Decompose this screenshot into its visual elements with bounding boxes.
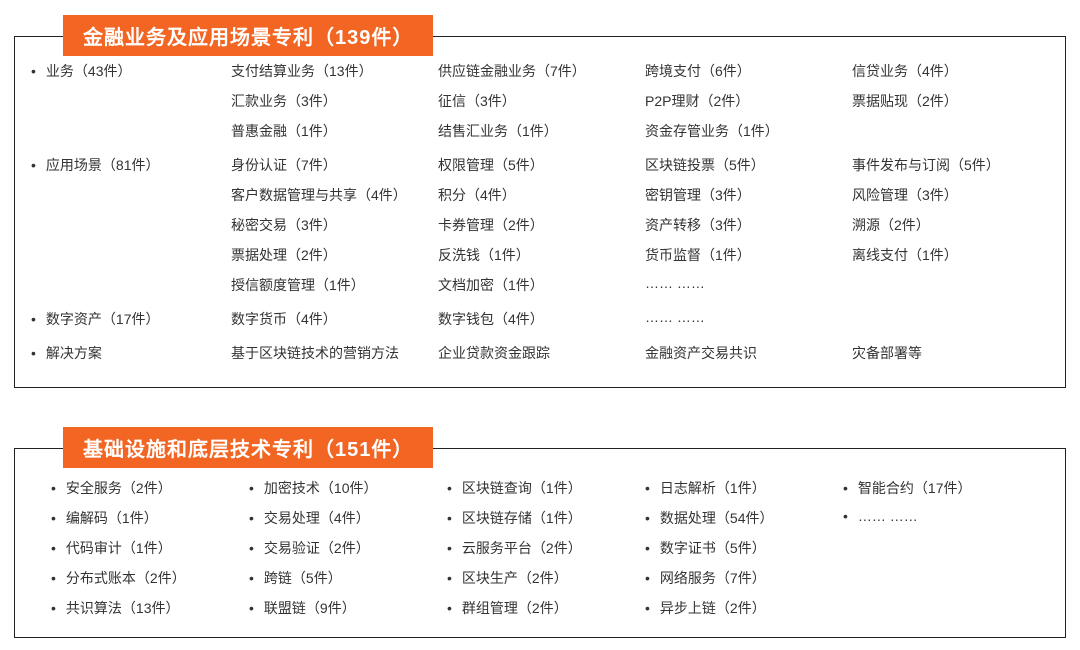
section-row: 解决方案基于区块链技术的营销方法企业贷款资金跟踪金融资产交易共识灾备部署等: [31, 343, 1049, 363]
list-item: …… ……: [843, 503, 1029, 529]
panel-financial-title: 金融业务及应用场景专利（139件）: [63, 15, 433, 56]
panel-financial-body: 业务（43件）支付结算业务（13件） 供应链金融业务（7件） 跨境支付（6件） 信贷业…: [31, 55, 1049, 363]
list-item: 卡券管理（2件）: [438, 215, 635, 235]
list-item: 安全服务（2件）: [51, 473, 237, 503]
section-items: 基于区块链技术的营销方法企业贷款资金跟踪金融资产交易共识灾备部署等: [231, 343, 1049, 363]
section-items: 支付结算业务（13件） 供应链金融业务（7件） 跨境支付（6件） 信贷业务（4件） 汇款…: [231, 61, 1049, 141]
list-item: 联盟链（9件）: [249, 593, 435, 623]
list-item: 事件发布与订阅（5件）: [852, 155, 1049, 175]
section-items: 数字货币（4件） 数字钱包（4件） …… ……: [231, 309, 1049, 329]
list-item: 分布式账本（2件）: [51, 563, 237, 593]
list-item: 日志解析（1件）: [645, 473, 831, 503]
list-item: 风险管理（3件）: [852, 185, 1049, 205]
list-item: 群组管理（2件）: [447, 593, 633, 623]
section-label: 业务（43件）: [31, 61, 231, 81]
list-item: 文档加密（1件）: [438, 275, 635, 295]
list-item: 密钥管理（3件）: [645, 185, 842, 205]
panel-financial: 金融业务及应用场景专利（139件） 业务（43件）支付结算业务（13件）供应链金…: [14, 36, 1066, 388]
list-item: 加密技术（10件）: [249, 473, 435, 503]
list-item: 供应链金融业务（7件）: [438, 61, 635, 81]
list-item: 异步上链（2件）: [645, 593, 831, 623]
list-item: 客户数据管理与共享（4件）: [231, 185, 428, 205]
column: 智能合约（17件）…… ……: [843, 473, 1029, 623]
list-item: 结售汇业务（1件）: [438, 121, 635, 141]
list-item: 数字证书（5件）: [645, 533, 831, 563]
list-item: 金融资产交易共识: [645, 343, 842, 363]
list-item: 共识算法（13件）: [51, 593, 237, 623]
list-item: 企业贷款资金跟踪: [438, 343, 635, 363]
section-label: 数字资产（17件）: [31, 309, 231, 329]
section-row: 数字资产（17件）数字货币（4件） 数字钱包（4件） …… ……: [31, 309, 1049, 329]
list-item: 跨境支付（6件）: [645, 61, 842, 81]
section-items: 身份认证（7件） 权限管理（5件） 区块链投票（5件） 事件发布与订阅（5件） 客户数据…: [231, 155, 1049, 295]
list-item: 跨链（5件）: [249, 563, 435, 593]
list-item: 资金存管业务（1件）: [645, 121, 842, 141]
list-item: 积分（4件）: [438, 185, 635, 205]
list-item: 溯源（2件）: [852, 215, 1049, 235]
list-item: 区块链存储（1件）: [447, 503, 633, 533]
section-label: 解决方案: [31, 343, 231, 363]
column: 安全服务（2件）编解码（1件）代码审计（1件）分布式账本（2件）共识算法（13件…: [51, 473, 237, 623]
column: 区块链查询（1件）区块链存储（1件）云服务平台（2件）区块生产（2件）群组管理（…: [447, 473, 633, 623]
list-item: …… ……: [645, 275, 842, 295]
panel-infra-title: 基础设施和底层技术专利（151件）: [63, 427, 433, 468]
list-item: 反洗钱（1件）: [438, 245, 635, 265]
list-item: 基于区块链技术的营销方法: [231, 343, 428, 363]
list-item: 区块生产（2件）: [447, 563, 633, 593]
list-item: 资产转移（3件）: [645, 215, 842, 235]
list-item: 普惠金融（1件）: [231, 121, 428, 141]
list-item: 离线支付（1件）: [852, 245, 1049, 265]
list-item: 票据贴现（2件）: [852, 91, 1049, 111]
panel-infra-body: 安全服务（2件）编解码（1件）代码审计（1件）分布式账本（2件）共识算法（13件…: [31, 467, 1049, 627]
list-item: 灾备部署等: [852, 343, 1049, 363]
list-item: P2P理财（2件）: [645, 91, 842, 111]
section-label: 应用场景（81件）: [31, 155, 231, 175]
list-item: 货币监督（1件）: [645, 245, 842, 265]
section-row: 应用场景（81件）身份认证（7件） 权限管理（5件） 区块链投票（5件） 事件发布与订…: [31, 155, 1049, 295]
list-item: …… ……: [645, 309, 842, 329]
list-item: 信贷业务（4件）: [852, 61, 1049, 81]
list-item: 云服务平台（2件）: [447, 533, 633, 563]
list-item: 权限管理（5件）: [438, 155, 635, 175]
list-item: 交易验证（2件）: [249, 533, 435, 563]
list-item: 征信（3件）: [438, 91, 635, 111]
list-item: 区块链查询（1件）: [447, 473, 633, 503]
section-row: 业务（43件）支付结算业务（13件） 供应链金融业务（7件） 跨境支付（6件） 信贷业…: [31, 61, 1049, 141]
panel-infra: 基础设施和底层技术专利（151件） 安全服务（2件）编解码（1件）代码审计（1件…: [14, 448, 1066, 638]
list-item: 数字货币（4件）: [231, 309, 428, 329]
list-item: 票据处理（2件）: [231, 245, 428, 265]
list-item: 数字钱包（4件）: [438, 309, 635, 329]
list-item: 网络服务（7件）: [645, 563, 831, 593]
list-item: 支付结算业务（13件）: [231, 61, 428, 81]
list-item: 代码审计（1件）: [51, 533, 237, 563]
column: 加密技术（10件）交易处理（4件）交易验证（2件）跨链（5件）联盟链（9件）: [249, 473, 435, 623]
list-item: 编解码（1件）: [51, 503, 237, 533]
column: 日志解析（1件）数据处理（54件）数字证书（5件）网络服务（7件）异步上链（2件…: [645, 473, 831, 623]
list-item: 授信额度管理（1件）: [231, 275, 428, 295]
list-item: 秘密交易（3件）: [231, 215, 428, 235]
list-item: 智能合约（17件）: [843, 473, 1029, 503]
list-item: 区块链投票（5件）: [645, 155, 842, 175]
list-item: 身份认证（7件）: [231, 155, 428, 175]
list-item: 汇款业务（3件）: [231, 91, 428, 111]
list-item: 数据处理（54件）: [645, 503, 831, 533]
list-item: 交易处理（4件）: [249, 503, 435, 533]
